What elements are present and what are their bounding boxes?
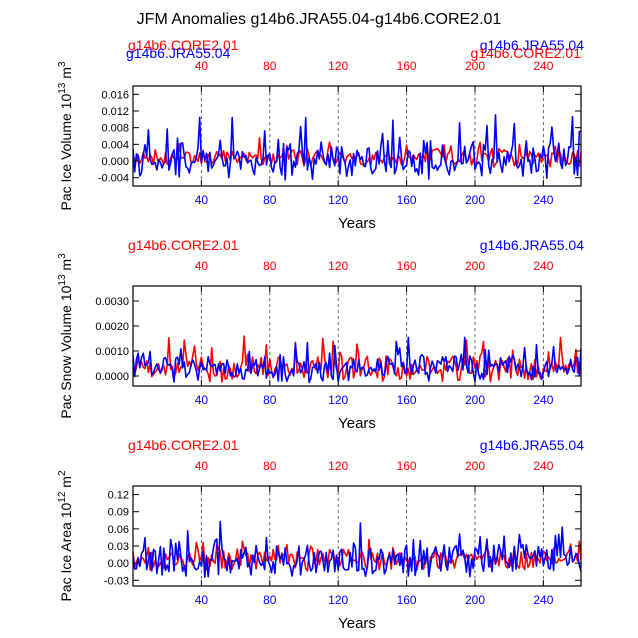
- legend-right: g14b6.JRA55.04: [480, 237, 585, 253]
- x-tick-label-top: 40: [195, 459, 209, 473]
- x-tick-label-top: 120: [328, 459, 348, 473]
- y-tick-label: -0.004: [98, 173, 129, 185]
- y-tick-label: 0.0010: [95, 346, 129, 358]
- y-axis-label: Pac Ice Area 1012 m2: [57, 470, 74, 602]
- panel-2: 0.0000 0.0010 0.0020 0.0030 40 40 80 80 120 120 16…: [57, 237, 584, 432]
- y-tick-label: 0.0000: [95, 371, 129, 383]
- x-tick-label-bottom: 80: [263, 393, 277, 407]
- x-tick-label-top: 80: [263, 59, 277, 73]
- x-tick-label-bottom: 120: [328, 393, 348, 407]
- x-tick-label-top: 40: [195, 59, 209, 73]
- y-axis-label: Pac Snow Volume 1013 m3: [57, 253, 74, 419]
- x-tick-label-top: 240: [533, 459, 553, 473]
- x-tick-label-top: 200: [465, 459, 485, 473]
- legend-right-overlap: g14b6.CORE2.01: [470, 45, 581, 61]
- y-tick-label: 0.0020: [95, 321, 129, 333]
- y-tick-label: 0.03: [108, 541, 129, 553]
- x-tick-label-top: 120: [328, 259, 348, 273]
- x-tick-label-top: 80: [263, 459, 277, 473]
- y-tick-label: 0.12: [108, 490, 129, 502]
- x-tick-label-bottom: 40: [195, 593, 209, 607]
- x-tick-label-top: 160: [397, 259, 417, 273]
- x-tick-label-bottom: 200: [465, 393, 485, 407]
- x-tick-label-top: 160: [397, 59, 417, 73]
- legend-left: g14b6.CORE2.01: [128, 237, 239, 253]
- x-tick-label-top: 240: [533, 59, 553, 73]
- y-tick-label: 0.0030: [95, 296, 129, 308]
- x-tick-label-bottom: 200: [465, 593, 485, 607]
- y-tick-label: 0.000: [101, 156, 129, 168]
- x-tick-label-bottom: 120: [328, 193, 348, 207]
- x-tick-label-bottom: 40: [195, 193, 209, 207]
- x-tick-label-bottom: 120: [328, 593, 348, 607]
- x-tick-label-bottom: 160: [397, 393, 417, 407]
- series-line-blue: [133, 522, 581, 577]
- figure-title: JFM Anomalies g14b6.JRA55.04-g14b6.CORE2…: [137, 11, 502, 28]
- x-tick-label-bottom: 40: [195, 393, 209, 407]
- x-tick-label-top: 160: [397, 459, 417, 473]
- legend-left: g14b6.CORE2.01: [128, 437, 239, 453]
- x-tick-label-bottom: 240: [533, 193, 553, 207]
- legend-left-overlap: g14b6.JRA55.04: [126, 45, 231, 61]
- x-tick-label-bottom: 160: [397, 593, 417, 607]
- panel-3: -0.03 0.00 0.03 0.06 0.09 0.12 40 40 80 80 120 120 1…: [57, 437, 584, 632]
- panel-1: -0.004 0.000 0.004 0.008 0.012 0.016 40 40 80 80 1…: [57, 37, 584, 232]
- x-tick-label-top: 240: [533, 259, 553, 273]
- y-axis-label: Pac Ice Volume 1013 m3: [57, 61, 74, 210]
- x-axis-label: Years: [338, 615, 376, 632]
- y-tick-label: 0.06: [108, 524, 129, 536]
- x-axis-label: Years: [338, 415, 376, 432]
- x-tick-label-bottom: 160: [397, 193, 417, 207]
- y-tick-label: 0.004: [101, 139, 129, 151]
- x-tick-label-top: 80: [263, 259, 277, 273]
- x-tick-label-top: 200: [465, 59, 485, 73]
- y-tick-label: 0.09: [108, 507, 129, 519]
- x-tick-label-bottom: 200: [465, 193, 485, 207]
- series-line-blue: [133, 115, 581, 180]
- x-tick-label-bottom: 80: [263, 593, 277, 607]
- x-tick-label-bottom: 80: [263, 193, 277, 207]
- y-tick-label: 0.012: [101, 106, 129, 118]
- legend-right: g14b6.JRA55.04: [480, 437, 585, 453]
- x-tick-label-top: 120: [328, 59, 348, 73]
- x-tick-label-bottom: 240: [533, 393, 553, 407]
- x-tick-label-bottom: 240: [533, 593, 553, 607]
- y-tick-label: 0.00: [108, 558, 129, 570]
- figure: JFM Anomalies g14b6.JRA55.04-g14b6.CORE2…: [0, 0, 638, 638]
- x-tick-label-top: 40: [195, 259, 209, 273]
- y-tick-label: 0.008: [101, 123, 129, 135]
- x-axis-label: Years: [338, 215, 376, 232]
- y-tick-label: 0.016: [101, 89, 129, 101]
- x-tick-label-top: 200: [465, 259, 485, 273]
- y-tick-label: -0.03: [104, 575, 129, 587]
